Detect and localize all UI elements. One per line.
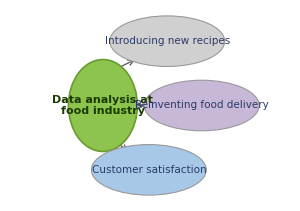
Text: Introducing new recipes: Introducing new recipes [105, 36, 230, 46]
Ellipse shape [144, 80, 259, 131]
Ellipse shape [92, 145, 206, 195]
Text: Customer satisfaction: Customer satisfaction [92, 165, 206, 175]
Text: Data analysis at
food industry: Data analysis at food industry [52, 95, 153, 116]
Ellipse shape [110, 16, 225, 66]
Text: Reinventing food delivery: Reinventing food delivery [135, 100, 268, 111]
Ellipse shape [68, 60, 137, 151]
